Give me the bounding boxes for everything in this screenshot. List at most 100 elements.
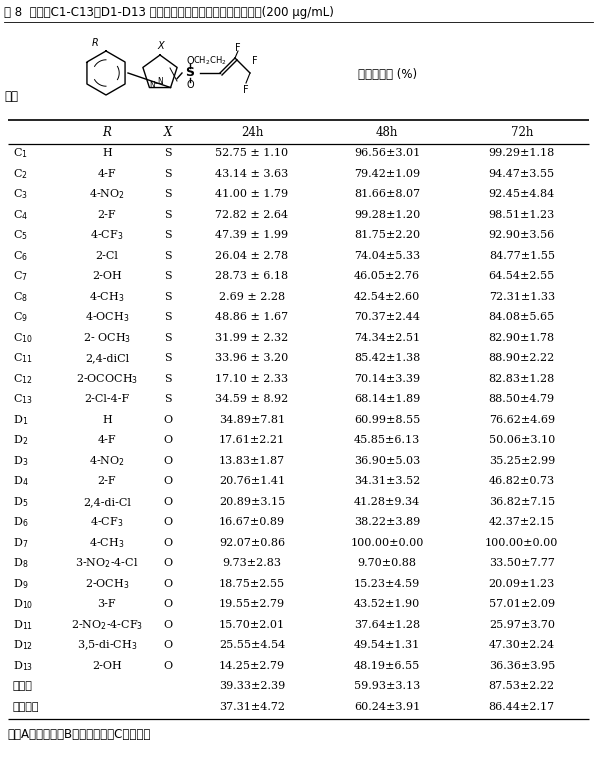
Text: 20.76±1.41: 20.76±1.41 xyxy=(219,477,285,486)
Text: 4-CH$_3$: 4-CH$_3$ xyxy=(89,290,125,304)
Text: 4-NO$_2$: 4-NO$_2$ xyxy=(89,454,125,467)
Text: 20.89±3.15: 20.89±3.15 xyxy=(219,497,285,507)
Text: D$_{11}$: D$_{11}$ xyxy=(13,618,33,632)
Text: O: O xyxy=(164,477,173,486)
Text: 46.82±0.73: 46.82±0.73 xyxy=(489,477,555,486)
Text: 4-F: 4-F xyxy=(97,169,116,179)
Text: S: S xyxy=(164,169,172,179)
Text: 喪螨酯: 喪螨酯 xyxy=(13,681,32,691)
Text: X: X xyxy=(164,126,173,139)
Text: 4-OCH$_3$: 4-OCH$_3$ xyxy=(85,310,129,324)
Text: 14.25±2.79: 14.25±2.79 xyxy=(219,661,285,670)
Text: 4-NO$_2$: 4-NO$_2$ xyxy=(89,188,125,202)
Text: D$_8$: D$_8$ xyxy=(13,556,28,570)
Text: 82.90±1.78: 82.90±1.78 xyxy=(489,332,555,343)
Text: 72.31±1.33: 72.31±1.33 xyxy=(489,291,555,301)
Text: 36.36±3.95: 36.36±3.95 xyxy=(489,661,555,670)
Text: O: O xyxy=(164,415,173,425)
Text: 18.75±2.55: 18.75±2.55 xyxy=(219,579,285,589)
Text: 100.00±0.00: 100.00±0.00 xyxy=(350,538,424,548)
Text: 92.07±0.86: 92.07±0.86 xyxy=(219,538,285,548)
Text: O: O xyxy=(186,56,194,66)
Text: O: O xyxy=(186,80,194,90)
Text: N: N xyxy=(157,77,163,85)
Text: 37.64±1.28: 37.64±1.28 xyxy=(354,620,420,630)
Text: 92.45±4.84: 92.45±4.84 xyxy=(489,189,555,199)
Text: 2.69 ± 2.28: 2.69 ± 2.28 xyxy=(219,291,285,301)
Text: F: F xyxy=(252,56,258,66)
Text: 60.24±3.91: 60.24±3.91 xyxy=(354,701,420,711)
Text: O: O xyxy=(164,538,173,548)
Text: O: O xyxy=(164,661,173,670)
Text: D$_1$: D$_1$ xyxy=(13,413,28,427)
Text: C$_9$: C$_9$ xyxy=(13,310,27,324)
Text: 49.54±1.31: 49.54±1.31 xyxy=(354,640,420,650)
Text: 41.00 ± 1.79: 41.00 ± 1.79 xyxy=(216,189,288,199)
Text: 33.96 ± 3.20: 33.96 ± 3.20 xyxy=(216,353,288,363)
Text: 3,5-di-CH$_3$: 3,5-di-CH$_3$ xyxy=(76,639,137,652)
Text: C$_{10}$: C$_{10}$ xyxy=(13,331,32,345)
Text: 3-F: 3-F xyxy=(97,599,116,609)
Text: 2,4-diCl: 2,4-diCl xyxy=(85,353,129,363)
Text: 2-OCH$_3$: 2-OCH$_3$ xyxy=(85,577,129,591)
Text: 4-CF$_3$: 4-CF$_3$ xyxy=(90,229,124,242)
Text: D$_{12}$: D$_{12}$ xyxy=(13,639,33,652)
Text: 25.97±3.70: 25.97±3.70 xyxy=(489,620,555,630)
Text: 表 8  化合物C1-C13、D1-D13 对秀丽隐杆线虫的室内活性测定结果(200 μg/mL): 表 8 化合物C1-C13、D1-D13 对秀丽隐杆线虫的室内活性测定结果(20… xyxy=(4,6,334,19)
Text: 48.86 ± 1.67: 48.86 ± 1.67 xyxy=(216,312,288,322)
Text: S: S xyxy=(164,189,172,199)
Text: 9.73±2.83: 9.73±2.83 xyxy=(223,558,281,568)
Text: 2-Cl: 2-Cl xyxy=(96,251,118,260)
Text: C$_5$: C$_5$ xyxy=(13,229,27,242)
Text: 79.42±1.09: 79.42±1.09 xyxy=(354,169,420,179)
Text: 2-F: 2-F xyxy=(97,477,116,486)
Text: 校正死亡率 (%): 校正死亡率 (%) xyxy=(358,68,417,81)
Text: O: O xyxy=(164,579,173,589)
Text: 74.34±2.51: 74.34±2.51 xyxy=(354,332,420,343)
Text: 70.37±2.44: 70.37±2.44 xyxy=(354,312,420,322)
Text: 34.59 ± 8.92: 34.59 ± 8.92 xyxy=(216,394,288,405)
Text: 19.55±2.79: 19.55±2.79 xyxy=(219,599,285,609)
Text: 2,4-di-Cl: 2,4-di-Cl xyxy=(83,497,131,507)
Text: 84.08±5.65: 84.08±5.65 xyxy=(489,312,555,322)
Text: N: N xyxy=(149,81,155,89)
Text: C$_{13}$: C$_{13}$ xyxy=(13,392,32,406)
Text: $\mathrm{CH_2CH_2}$: $\mathrm{CH_2CH_2}$ xyxy=(193,54,227,67)
Text: 28.73 ± 6.18: 28.73 ± 6.18 xyxy=(216,271,288,281)
Text: 76.62±4.69: 76.62±4.69 xyxy=(489,415,555,425)
Text: S: S xyxy=(164,148,172,158)
Text: 2-OCOCH$_3$: 2-OCOCH$_3$ xyxy=(76,372,138,386)
Text: R: R xyxy=(103,126,111,139)
Text: 64.54±2.55: 64.54±2.55 xyxy=(489,271,555,281)
Text: 86.44±2.17: 86.44±2.17 xyxy=(489,701,555,711)
Text: 57.01±2.09: 57.01±2.09 xyxy=(489,599,555,609)
Text: C$_{11}$: C$_{11}$ xyxy=(13,351,32,365)
Text: C$_1$: C$_1$ xyxy=(13,146,27,160)
Text: 59.93±3.13: 59.93±3.13 xyxy=(354,681,420,691)
Text: 72h: 72h xyxy=(510,126,533,139)
Text: D$_9$: D$_9$ xyxy=(13,577,28,591)
Text: 氟噻虫砦: 氟噻虫砦 xyxy=(13,701,39,711)
Text: D$_6$: D$_6$ xyxy=(13,515,28,529)
Text: C$_4$: C$_4$ xyxy=(13,208,27,222)
Text: C$_3$: C$_3$ xyxy=(13,188,27,202)
Text: 68.14±1.89: 68.14±1.89 xyxy=(354,394,420,405)
Text: 88.50±4.79: 88.50±4.79 xyxy=(489,394,555,405)
Text: O: O xyxy=(164,599,173,609)
Text: S: S xyxy=(164,353,172,363)
Text: 98.51±1.23: 98.51±1.23 xyxy=(489,210,555,220)
Text: 92.90±3.56: 92.90±3.56 xyxy=(489,230,555,240)
Text: 2-OH: 2-OH xyxy=(92,271,122,281)
Text: S: S xyxy=(186,67,195,80)
Text: S: S xyxy=(164,291,172,301)
Text: C$_2$: C$_2$ xyxy=(13,167,27,181)
Text: 4-CF$_3$: 4-CF$_3$ xyxy=(90,515,124,529)
Text: 15.23±4.59: 15.23±4.59 xyxy=(354,579,420,589)
Text: S: S xyxy=(164,251,172,260)
Text: S: S xyxy=(164,210,172,220)
Text: 34.31±3.52: 34.31±3.52 xyxy=(354,477,420,486)
Text: 48h: 48h xyxy=(376,126,398,139)
Text: S: S xyxy=(164,271,172,281)
Text: 34.89±7.81: 34.89±7.81 xyxy=(219,415,285,425)
Text: 35.25±2.99: 35.25±2.99 xyxy=(489,456,555,466)
